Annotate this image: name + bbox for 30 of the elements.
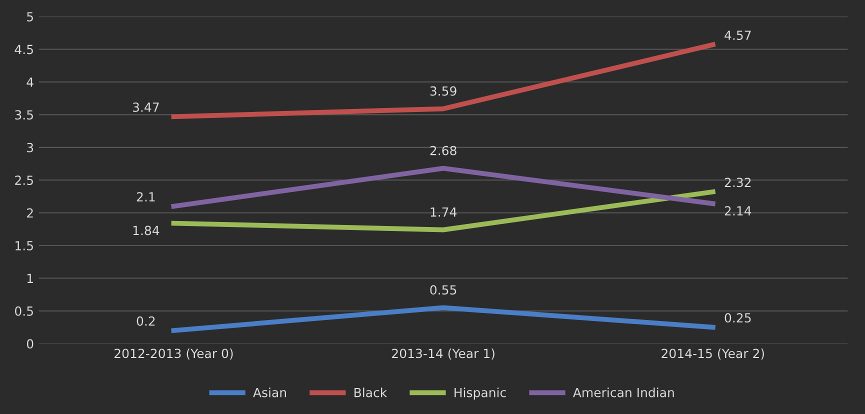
data-label: 4.57 (724, 30, 751, 40)
legend-label: Black (354, 388, 388, 398)
data-label: 0.55 (430, 285, 456, 295)
x-tick-label: 2013-14 (Year 1) (392, 348, 494, 360)
y-tick-label: 4 (26, 78, 34, 87)
legend-label: Asian (253, 388, 286, 398)
y-tick-label: 1 (27, 274, 33, 283)
legend-label: American Indian (572, 388, 674, 398)
data-label: 0.2 (136, 316, 155, 326)
y-tick-label: 1.5 (16, 241, 33, 250)
data-label: 0.25 (724, 313, 751, 323)
y-tick-label: 0 (26, 339, 34, 349)
y-tick-label: 3.5 (15, 110, 33, 120)
legend-label: Hispanic (454, 388, 506, 400)
data-label: 1.84 (133, 226, 160, 236)
y-tick-label: 2 (27, 208, 33, 218)
data-label: 2.68 (430, 146, 456, 156)
data-label: 2.32 (724, 178, 751, 188)
y-tick-label: 5 (27, 12, 33, 22)
y-tick-label: 0.5 (15, 306, 33, 316)
y-tick-label: 3 (27, 142, 34, 152)
y-tick-label: 4.5 (14, 44, 33, 54)
y-tick-label: 2.5 (15, 176, 33, 186)
data-label: 3.59 (430, 86, 456, 96)
data-label: 3.47 (132, 102, 159, 112)
data-label: 2.1 (136, 192, 155, 202)
data-label: 1.74 (430, 207, 457, 217)
data-label: 2.14 (724, 206, 752, 216)
x-tick-label: 2014-15 (Year 2) (662, 348, 764, 360)
x-tick-label: 2012-2013 (Year 0) (114, 348, 233, 360)
